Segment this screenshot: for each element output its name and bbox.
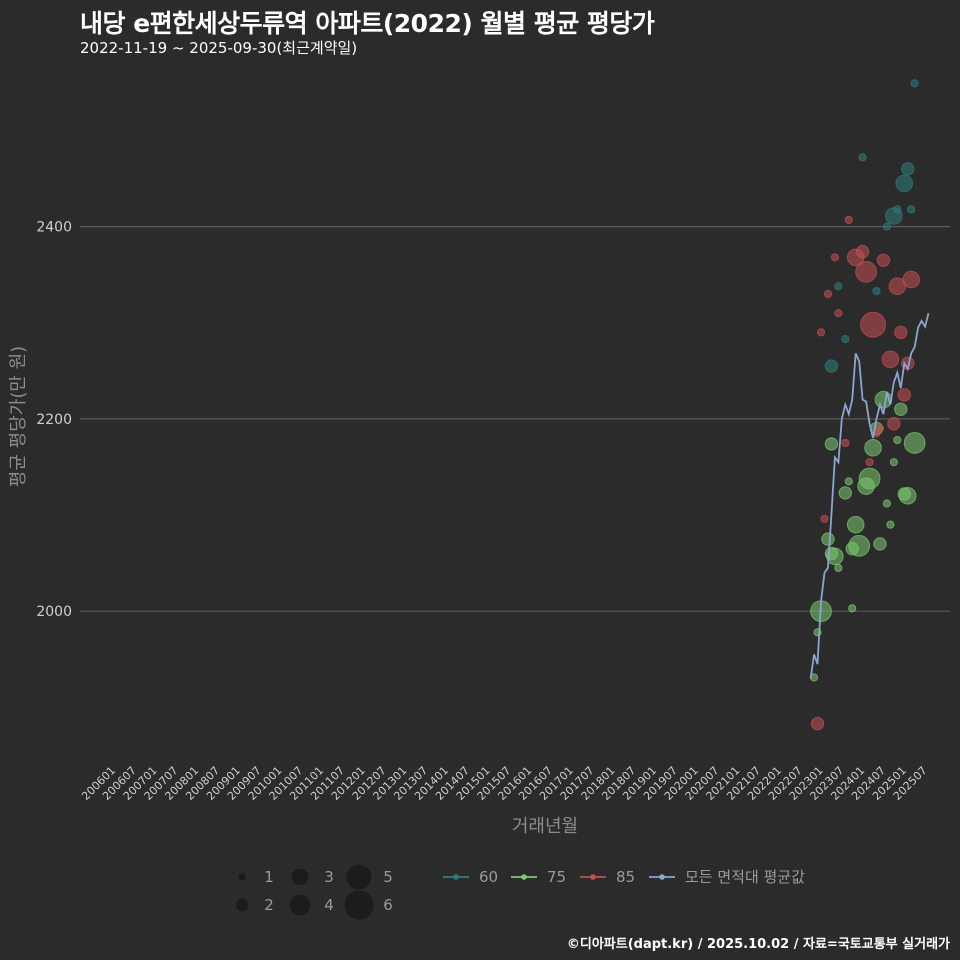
data-point-85	[841, 438, 850, 448]
data-point-60	[858, 153, 867, 162]
data-point-75	[864, 438, 882, 457]
data-point-85	[865, 458, 874, 467]
color-legend-dot	[453, 874, 459, 880]
data-point-75	[886, 520, 895, 529]
size-legend-key	[238, 873, 246, 881]
data-point-60	[834, 282, 843, 291]
data-point-60	[872, 286, 881, 296]
data-point-85	[820, 514, 829, 523]
x-axis-label: 거래년월	[512, 816, 578, 837]
size-legend-label: 1	[264, 868, 274, 886]
data-point-85	[855, 244, 870, 259]
color-legend-dot	[521, 874, 527, 880]
data-point-75	[824, 437, 839, 451]
data-point-75	[834, 563, 843, 573]
data-point-85	[810, 716, 825, 731]
data-point-75	[846, 515, 865, 534]
data-point-85	[881, 350, 900, 369]
y-tick-label: 2000	[36, 604, 72, 620]
data-point-75	[893, 435, 902, 445]
data-point-85	[875, 424, 885, 433]
data-point-75	[826, 547, 844, 566]
data-point-75	[894, 402, 908, 416]
data-point-85	[897, 388, 911, 402]
color-legend-label: 85	[616, 868, 635, 886]
data-point-85	[887, 417, 901, 431]
size-legend-label: 6	[383, 896, 393, 914]
data-point-60	[910, 79, 919, 88]
average-line	[809, 312, 930, 679]
data-point-75	[848, 604, 857, 613]
y-axis-label: 평균 평당가(만 원)	[8, 346, 29, 487]
color-legend-dot	[590, 874, 596, 880]
chart-title: 내당 e편한세상두류역 아파트(2022) 월별 평균 평당가	[80, 9, 655, 38]
data-point-75	[882, 499, 892, 508]
size-legend-label: 2	[264, 896, 274, 914]
size-legend-key	[346, 864, 372, 890]
data-point-75	[903, 432, 926, 454]
data-point-85	[823, 289, 833, 299]
data-point-85	[855, 260, 878, 283]
data-point-85	[860, 311, 887, 338]
size-legend-key	[289, 894, 311, 916]
data-point-75	[898, 487, 917, 505]
data-point-85	[876, 253, 891, 267]
data-point-60	[893, 205, 902, 214]
size-legend-label: 4	[324, 896, 334, 914]
size-legend-label: 3	[324, 868, 334, 886]
y-tick-label: 2200	[36, 412, 72, 428]
data-point-60	[824, 359, 839, 373]
chart-subtitle: 2022-11-19 ~ 2025-09-30(최근계약일)	[80, 39, 358, 57]
size-legend-key	[235, 898, 249, 912]
data-point-85	[830, 253, 839, 262]
data-point-60	[895, 174, 914, 193]
data-point-85	[816, 328, 826, 337]
size-legend-label: 5	[383, 868, 393, 886]
data-point-85	[894, 325, 908, 340]
data-point-75	[821, 532, 835, 546]
size-legend-key	[291, 868, 309, 886]
data-point-60	[841, 335, 850, 344]
size-legend-key	[344, 890, 374, 920]
color-legend-label: 60	[479, 868, 498, 886]
data-point-60	[882, 222, 892, 231]
y-tick-label: 2400	[36, 220, 72, 236]
data-point-85	[902, 270, 920, 289]
source-footer: ©디아파트(dapt.kr) / 2025.10.02 / 자료=국토교통부 실…	[566, 937, 950, 952]
data-point-75	[844, 477, 853, 486]
data-point-75	[848, 534, 871, 557]
color-legend-label: 모든 면적대 평균값	[685, 868, 805, 886]
data-point-75	[838, 486, 852, 500]
data-point-85	[844, 215, 853, 224]
data-point-85	[834, 309, 843, 318]
data-point-60	[907, 205, 916, 214]
data-point-75	[858, 467, 881, 490]
color-legend-label: 75	[547, 868, 566, 886]
data-point-60	[901, 162, 915, 176]
color-legend-dot	[659, 874, 665, 880]
data-point-75	[889, 458, 898, 467]
data-point-75	[873, 537, 887, 551]
